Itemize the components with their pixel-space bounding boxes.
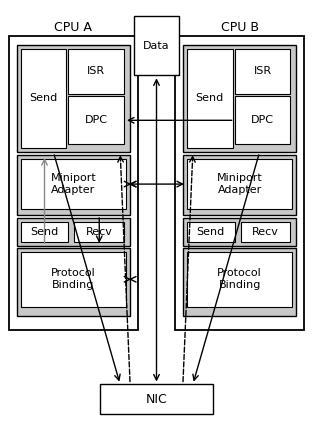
Text: Send: Send	[30, 227, 59, 237]
Bar	[235, 48, 290, 94]
Text: Data: Data	[143, 40, 170, 51]
Bar	[187, 159, 292, 209]
Bar	[187, 222, 235, 242]
Text: Send: Send	[197, 227, 225, 237]
Bar	[17, 218, 130, 246]
Bar	[21, 252, 126, 306]
Text: Protocol
Binding: Protocol Binding	[217, 269, 262, 290]
Bar	[74, 222, 124, 242]
Bar	[183, 155, 296, 215]
Text: CPU B: CPU B	[221, 21, 259, 34]
Text: Send: Send	[196, 93, 224, 104]
Text: DPC: DPC	[251, 115, 274, 125]
Text: ISR: ISR	[254, 67, 272, 77]
Bar	[241, 222, 290, 242]
Bar	[183, 248, 296, 316]
Bar	[21, 159, 126, 209]
Bar	[9, 36, 138, 330]
Text: Recv: Recv	[86, 227, 113, 237]
Bar	[21, 48, 66, 148]
Bar	[69, 48, 124, 94]
Bar	[21, 222, 69, 242]
Text: ISR: ISR	[87, 67, 105, 77]
Text: Protocol
Binding: Protocol Binding	[51, 269, 96, 290]
Bar	[69, 96, 124, 144]
Bar	[235, 96, 290, 144]
Bar	[183, 218, 296, 246]
Text: Recv: Recv	[252, 227, 279, 237]
Bar	[187, 252, 292, 306]
Bar	[183, 45, 296, 152]
Bar	[17, 45, 130, 152]
Bar	[134, 16, 179, 75]
Text: Miniport
Adapter: Miniport Adapter	[50, 173, 96, 195]
Text: Send: Send	[29, 93, 58, 104]
Text: CPU A: CPU A	[54, 21, 92, 34]
Text: DPC: DPC	[85, 115, 108, 125]
Bar	[100, 384, 213, 414]
Bar	[175, 36, 304, 330]
Bar	[17, 248, 130, 316]
Text: NIC: NIC	[146, 393, 167, 406]
Bar	[17, 155, 130, 215]
Text: Miniport
Adapter: Miniport Adapter	[217, 173, 263, 195]
Bar	[187, 48, 233, 148]
